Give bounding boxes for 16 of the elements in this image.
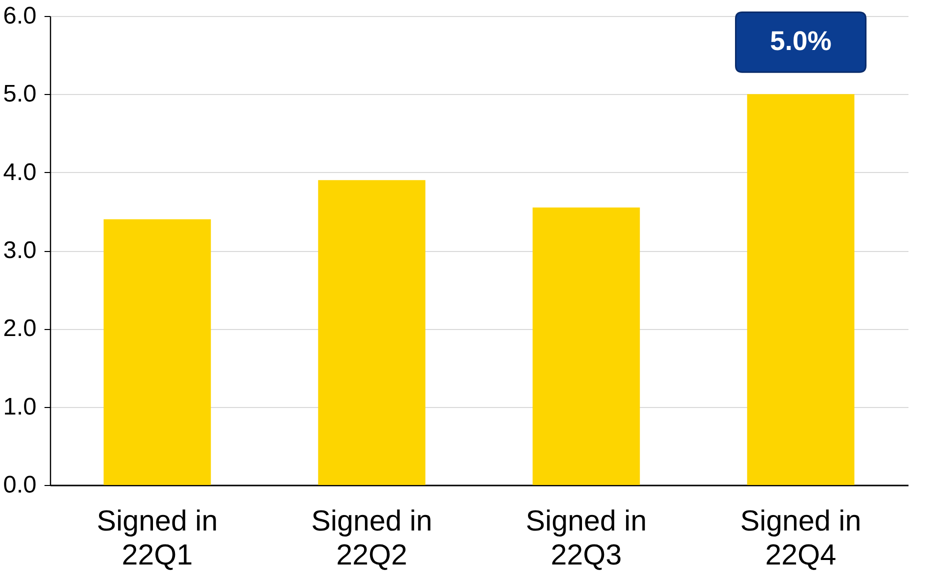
bar bbox=[104, 219, 211, 485]
x-tick-label: Signed in 22Q3 bbox=[526, 506, 647, 572]
y-tick-label: 4.0 bbox=[3, 158, 36, 186]
x-tick-label: Signed in 22Q1 bbox=[96, 506, 218, 572]
y-tick-label: 6.0 bbox=[3, 2, 36, 30]
bar bbox=[532, 208, 640, 485]
y-tick-label: 0.0 bbox=[3, 472, 36, 498]
data-label: 5.0% bbox=[770, 26, 832, 56]
y-tick-label: 2.0 bbox=[3, 315, 36, 342]
x-tick-label: Signed in 22Q4 bbox=[740, 506, 862, 572]
bar bbox=[318, 180, 426, 485]
y-tick-label: 1.0 bbox=[3, 393, 36, 420]
y-tick-label: 5.0 bbox=[3, 80, 36, 108]
x-tick-label: Signed in 22Q2 bbox=[311, 506, 432, 572]
y-tick-label: 3.0 bbox=[3, 237, 36, 264]
bar bbox=[747, 94, 854, 485]
